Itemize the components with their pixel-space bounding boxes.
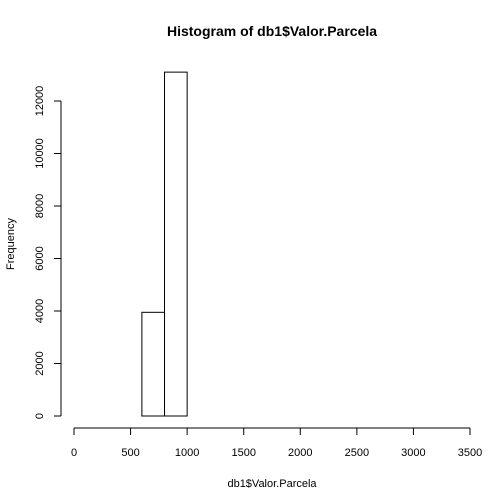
histogram-bar-4 <box>164 71 188 417</box>
y-tick-label-1: 2000 <box>34 351 46 375</box>
x-tick-label-5: 2500 <box>345 447 369 459</box>
y-tick-label-6: 12000 <box>34 86 46 117</box>
x-tick-label-4: 2000 <box>288 447 312 459</box>
chart-title: Histogram of db1$Valor.Parcela <box>167 23 377 39</box>
x-tick-label-0: 0 <box>71 447 77 459</box>
histogram-bars <box>141 71 188 417</box>
y-axis: 0 2000 4000 6000 8000 10000 12000 <box>34 86 62 419</box>
y-tick-label-5: 10000 <box>34 138 46 169</box>
y-tick-label-2: 4000 <box>34 299 46 323</box>
x-tick-label-3: 1500 <box>231 447 255 459</box>
x-tick-label-1: 500 <box>121 447 139 459</box>
x-tick-label-2: 1000 <box>175 447 199 459</box>
x-tick-label-6: 3000 <box>401 447 425 459</box>
y-tick-label-0: 0 <box>34 413 46 419</box>
y-tick-label-4: 8000 <box>34 194 46 218</box>
x-axis-title: db1$Valor.Parcela <box>227 478 317 490</box>
x-tick-label-7: 3500 <box>458 447 482 459</box>
histogram-bar-3 <box>141 311 166 417</box>
y-axis-title: Frequency <box>5 218 17 270</box>
y-tick-label-3: 6000 <box>34 246 46 270</box>
x-axis: 0 500 1000 1500 2000 2500 3000 3500 <box>71 427 482 459</box>
